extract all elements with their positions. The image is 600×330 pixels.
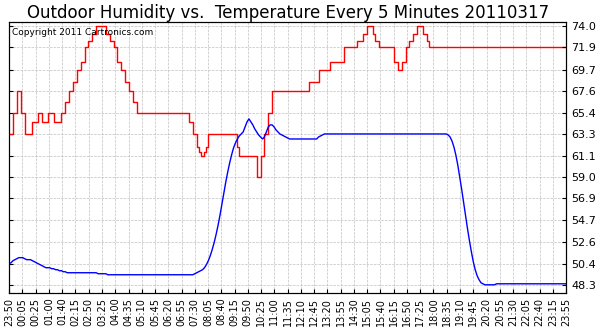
Title: Outdoor Humidity vs.  Temperature Every 5 Minutes 20110317: Outdoor Humidity vs. Temperature Every 5… [26, 4, 548, 22]
Text: Copyright 2011 Cartronics.com: Copyright 2011 Cartronics.com [12, 28, 153, 37]
